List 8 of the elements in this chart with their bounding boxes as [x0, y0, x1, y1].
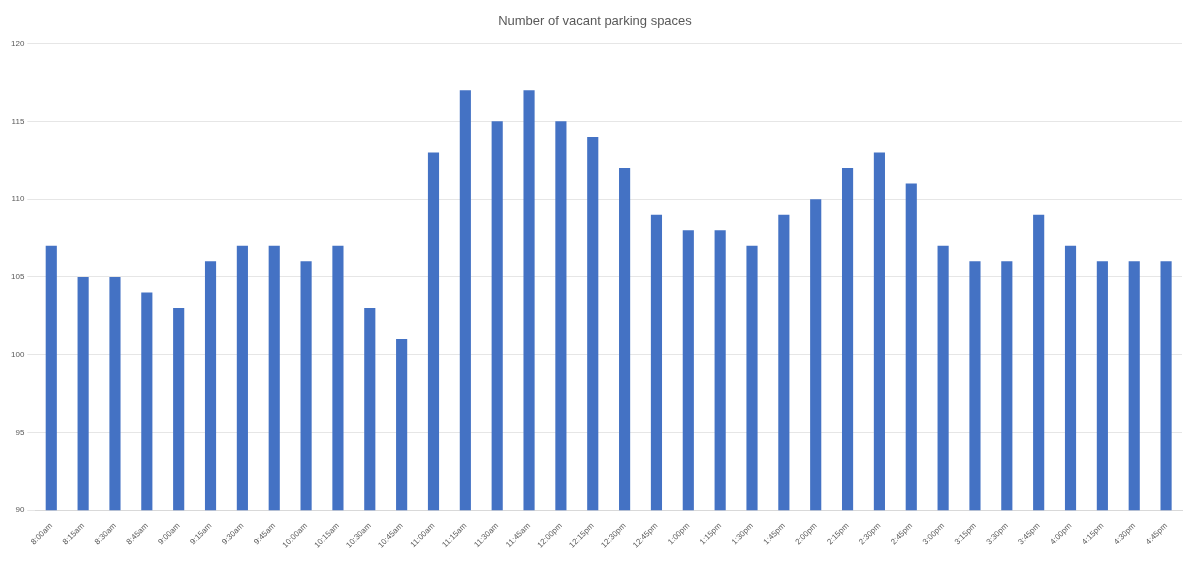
y-tick-label: 105 — [10, 272, 25, 282]
y-tick-label: 95 — [15, 427, 25, 437]
y-tick-label: 90 — [15, 505, 25, 515]
y-tick-label: 120 — [10, 38, 25, 48]
y-tick-label: 110 — [11, 194, 25, 204]
y-tick-label: 115 — [11, 116, 25, 126]
y-tick-label: 100 — [10, 349, 25, 359]
chart-title: Number of vacant parking spaces — [498, 13, 693, 29]
